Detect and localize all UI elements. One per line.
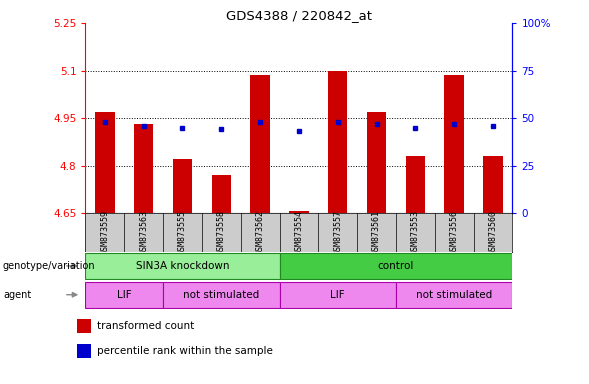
Text: GSM873559: GSM873559	[100, 210, 110, 255]
Bar	[484, 156, 503, 213]
Bar	[250, 75, 270, 213]
Text: LIF: LIF	[330, 290, 345, 300]
Text: GSM873556: GSM873556	[449, 210, 459, 255]
Text: agent: agent	[3, 290, 31, 300]
Bar	[95, 112, 114, 213]
Text: not stimulated: not stimulated	[183, 290, 259, 300]
Bar	[289, 211, 309, 213]
Text: GSM873560: GSM873560	[488, 210, 498, 255]
Text: percentile rank within the sample: percentile rank within the sample	[97, 346, 273, 356]
Bar	[77, 344, 91, 358]
Bar	[367, 112, 386, 213]
Text: GSM873557: GSM873557	[333, 210, 342, 255]
Text: control: control	[378, 261, 414, 271]
Text: GSM873555: GSM873555	[178, 210, 187, 255]
Text: transformed count: transformed count	[97, 321, 194, 331]
Bar	[211, 175, 231, 213]
Text: GSM873554: GSM873554	[294, 210, 303, 255]
Text: GSM873561: GSM873561	[372, 210, 381, 255]
Text: GSM873562: GSM873562	[256, 210, 264, 255]
Title: GDS4388 / 220842_at: GDS4388 / 220842_at	[226, 9, 372, 22]
Text: GSM873563: GSM873563	[139, 210, 148, 255]
Bar	[328, 71, 348, 213]
Bar	[134, 124, 153, 213]
Bar	[77, 319, 91, 333]
Bar	[406, 156, 425, 213]
Text: LIF: LIF	[117, 290, 131, 300]
Bar	[280, 282, 396, 308]
Text: GSM873553: GSM873553	[411, 210, 420, 255]
Text: genotype/variation: genotype/variation	[3, 261, 95, 271]
Text: not stimulated: not stimulated	[416, 290, 492, 300]
Bar	[396, 282, 512, 308]
Bar	[163, 282, 280, 308]
Bar	[85, 253, 280, 279]
Bar	[173, 159, 192, 213]
Text: GSM873558: GSM873558	[217, 210, 226, 255]
Bar	[85, 282, 163, 308]
Bar	[445, 75, 464, 213]
Text: SIN3A knockdown: SIN3A knockdown	[135, 261, 229, 271]
Bar	[280, 253, 512, 279]
